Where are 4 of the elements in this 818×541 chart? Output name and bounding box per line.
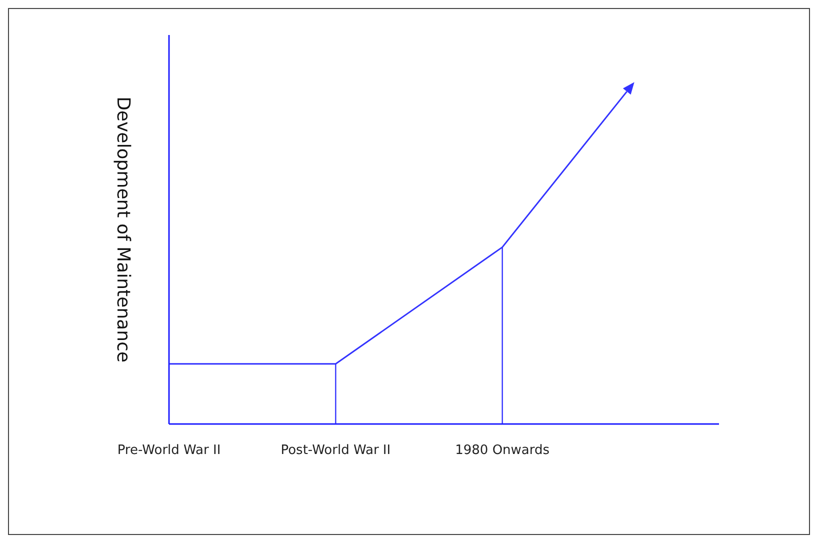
x-tick-label: Pre-World War II [117, 443, 221, 458]
y-axis-title: Development of Maintenance [112, 96, 134, 362]
x-tick-label: Post-World War II [280, 443, 391, 458]
x-tick-label: 1980 Onwards [455, 443, 550, 458]
